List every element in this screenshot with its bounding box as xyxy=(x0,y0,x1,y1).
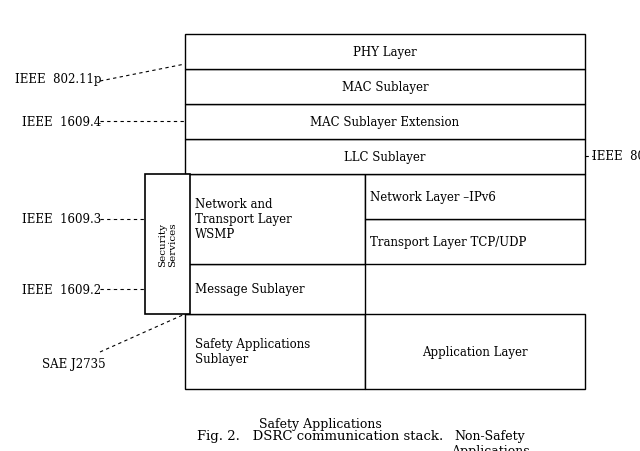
Text: IEEE  802.2: IEEE 802.2 xyxy=(592,150,640,163)
Bar xyxy=(185,105,585,140)
Text: Message Sublayer: Message Sublayer xyxy=(195,283,305,296)
Text: IEEE  1609.3: IEEE 1609.3 xyxy=(22,213,101,226)
Text: Transport Layer TCP/UDP: Transport Layer TCP/UDP xyxy=(370,235,526,249)
Text: IEEE  1609.2: IEEE 1609.2 xyxy=(22,283,101,296)
Text: SAE J2735: SAE J2735 xyxy=(42,358,106,371)
Text: Application Layer: Application Layer xyxy=(422,345,528,358)
Text: Network Layer –IPv6: Network Layer –IPv6 xyxy=(370,191,496,203)
Bar xyxy=(365,314,585,389)
Bar xyxy=(185,314,365,389)
Text: PHY Layer: PHY Layer xyxy=(353,46,417,59)
Bar xyxy=(365,175,585,220)
Bar xyxy=(185,70,585,105)
Bar xyxy=(185,264,365,314)
Text: Fig. 2.   DSRC communication stack.: Fig. 2. DSRC communication stack. xyxy=(197,429,443,442)
Text: MAC Sublayer Extension: MAC Sublayer Extension xyxy=(310,116,460,129)
Text: IEEE  1609.4: IEEE 1609.4 xyxy=(22,115,101,128)
Bar xyxy=(185,140,585,175)
Bar xyxy=(145,175,190,314)
Text: Non-Safety
Applications: Non-Safety Applications xyxy=(451,429,529,451)
Bar xyxy=(185,35,585,70)
Text: Safety Applications
Sublayer: Safety Applications Sublayer xyxy=(195,338,310,366)
Text: MAC Sublayer: MAC Sublayer xyxy=(342,81,428,94)
Text: LLC Sublayer: LLC Sublayer xyxy=(344,151,426,164)
Bar xyxy=(185,175,365,264)
Text: IEEE  802.11p: IEEE 802.11p xyxy=(15,74,102,86)
Text: Safety Applications: Safety Applications xyxy=(259,417,381,430)
Text: Network and
Transport Layer
WSMP: Network and Transport Layer WSMP xyxy=(195,198,292,241)
Bar xyxy=(365,220,585,264)
Text: Security
Services: Security Services xyxy=(158,222,177,267)
